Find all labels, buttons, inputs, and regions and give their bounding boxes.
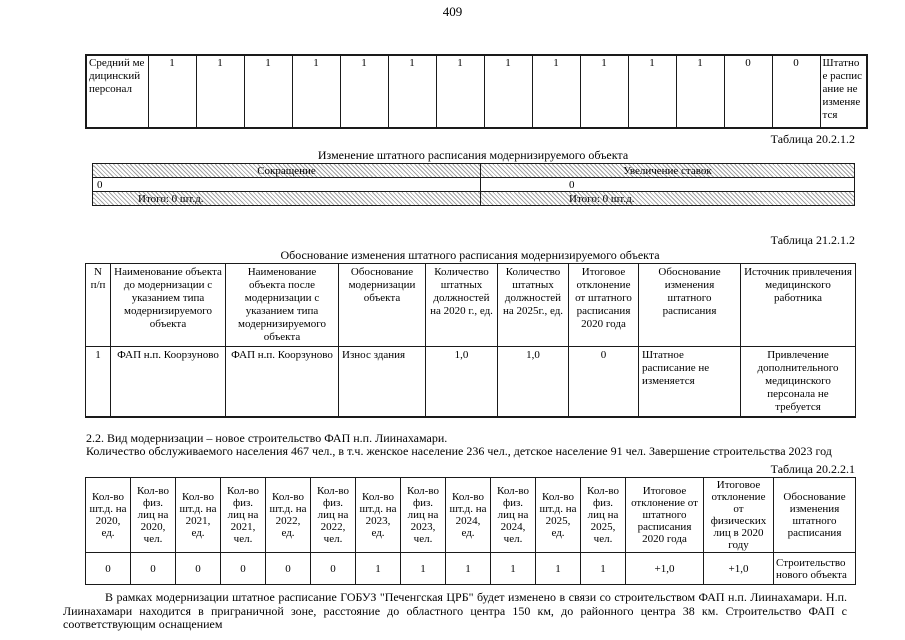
value-cell: 1 <box>147 54 197 129</box>
value-cell: 0 <box>723 54 773 129</box>
value-cell: 0 <box>130 552 176 585</box>
table-row: 1 ФАП н.п. Коорзуново ФАП н.п. Коорзунов… <box>85 346 856 418</box>
footer-paragraph: В рамках модернизации штатное расписание… <box>63 590 847 631</box>
value-cell: 1 <box>531 54 581 129</box>
change-table: Сокращение Увеличение ставок 0 0 Итого: … <box>92 163 855 206</box>
header-cell: Кол-во шт.д. на 2024, ед. <box>445 477 491 553</box>
header-cell: Кол-во шт.д. на 2023, ед. <box>355 477 401 553</box>
header-cell-reduction: Сокращение <box>92 163 481 178</box>
header-cell: Кол-во шт.д. на 2020, ед. <box>85 477 131 553</box>
header-cell: Наименование объекта после модернизации … <box>225 263 339 347</box>
header-cell: Наименование объекта до модернизации с у… <box>110 263 226 347</box>
header-cell: Кол-во физ. лиц на 2023, чел. <box>400 477 446 553</box>
cell-object-before: ФАП н.п. Коорзуново <box>110 346 226 418</box>
table-caption-20221: Таблица 20.2.2.1 <box>770 462 855 476</box>
value-cell: 0 <box>85 552 131 585</box>
header-cell: Кол-во физ. лиц на 2024, чел. <box>490 477 536 553</box>
cell-justification: Строительство нового объекта <box>773 552 856 585</box>
page-number: 409 <box>442 4 463 19</box>
section-line: 2.2. Вид модернизации – новое строительс… <box>86 431 448 445</box>
value-cell: 1 <box>387 54 437 129</box>
table-header-row: N п/п Наименование объекта до модернизац… <box>85 263 856 347</box>
value-cell: +1,0 <box>625 552 704 585</box>
change-table-title: Изменение штатного расписания модернизир… <box>317 148 629 162</box>
justification-table: N п/п Наименование объекта до модернизац… <box>85 263 856 418</box>
value-cell: 1 <box>400 552 446 585</box>
value-cell: 1 <box>535 552 581 585</box>
table-row: 0 0 0 0 0 0 1 1 1 1 1 1 +1,0 +1,0 Строит… <box>85 552 856 585</box>
value-cell: 1 <box>675 54 725 129</box>
header-cell: Обоснование изменения штатного расписани… <box>773 477 856 553</box>
value-cell: 1 <box>195 54 245 129</box>
value-cell: +1,0 <box>703 552 774 585</box>
table-total-row: Итого: 0 шт.д. Итого: 0 шт.д. <box>92 191 855 206</box>
header-cell: Обоснование изменения штатного расписани… <box>638 263 741 347</box>
value-cell: 1 <box>445 552 491 585</box>
value-cell: 1 <box>339 54 389 129</box>
header-cell: Кол-во шт.д. на 2021, ед. <box>175 477 221 553</box>
value-cell: 1 <box>243 54 293 129</box>
staff-continuation-table: Средний медицинский персонал 1 1 1 1 1 1… <box>85 54 868 129</box>
header-cell: Количество штатных должностей на 2020 г.… <box>425 263 498 347</box>
cell-number: 1 <box>85 346 111 418</box>
table-caption-20212: Таблица 20.2.1.2 <box>770 132 855 146</box>
cell-staff-source: Привлечение дополнительного медицинского… <box>740 346 856 418</box>
value-cell: 0 <box>220 552 266 585</box>
header-cell: Источник привлечения медицинского работн… <box>740 263 856 347</box>
header-cell: Кол-во физ. лиц на 2020, чел. <box>130 477 176 553</box>
value-cell: 1 <box>435 54 485 129</box>
section-line: Количество обслуживаемого населения 467 … <box>86 444 832 458</box>
table-row: 0 0 <box>92 177 855 192</box>
header-cell: Кол-во шт.д. на 2022, ед. <box>265 477 311 553</box>
table-caption-21212: Таблица 21.2.1.2 <box>770 233 855 247</box>
header-cell: Кол-во физ. лиц на 2025, чел. <box>580 477 626 553</box>
table-header-row: Кол-во шт.д. на 2020, ед. Кол-во физ. ли… <box>85 477 856 553</box>
value-cell: 0 <box>480 177 855 192</box>
table-row: Средний медицинский персонал 1 1 1 1 1 1… <box>85 54 868 129</box>
header-cell: Итоговое отклонение от штатного расписан… <box>625 477 704 553</box>
cell-change-justification: Штатное расписание не изменяется <box>638 346 741 418</box>
header-cell: N п/п <box>85 263 111 347</box>
value-cell: 1 <box>579 54 629 129</box>
header-cell: Итоговое отклонение от физических лиц в … <box>703 477 774 553</box>
cell-positions-2025: 1,0 <box>497 346 569 418</box>
cell-deviation: 0 <box>568 346 639 418</box>
note-cell: Штатное расписание не изменяется <box>819 54 868 129</box>
header-cell: Кол-во физ. лиц на 2021, чел. <box>220 477 266 553</box>
cell-reason: Износ здания <box>338 346 426 418</box>
value-cell: 0 <box>92 177 481 192</box>
cell-positions-2020: 1,0 <box>425 346 498 418</box>
total-cell: Итого: 0 шт.д. <box>480 191 855 206</box>
header-cell-increase: Увеличение ставок <box>480 163 855 178</box>
value-cell: 1 <box>483 54 533 129</box>
value-cell: 0 <box>175 552 221 585</box>
value-cell: 1 <box>627 54 677 129</box>
value-cell: 1 <box>580 552 626 585</box>
value-cell: 1 <box>291 54 341 129</box>
table-header-row: Сокращение Увеличение ставок <box>92 163 855 178</box>
row-label-cell: Средний медицинский персонал <box>85 54 149 129</box>
header-cell: Обоснование модернизации объекта <box>338 263 426 347</box>
value-cell: 1 <box>490 552 536 585</box>
header-cell: Количество штатных должностей на 2025г.,… <box>497 263 569 347</box>
section-2-2: 2.2. Вид модернизации – новое строительс… <box>86 432 905 458</box>
header-cell: Итоговое отклонение от штатного расписан… <box>568 263 639 347</box>
cell-object-after: ФАП н.п. Коорзуново <box>225 346 339 418</box>
value-cell: 0 <box>310 552 356 585</box>
value-cell: 1 <box>355 552 401 585</box>
staff-plan-table: Кол-во шт.д. на 2020, ед. Кол-во физ. ли… <box>85 477 856 585</box>
total-cell: Итого: 0 шт.д. <box>92 191 481 206</box>
value-cell: 0 <box>265 552 311 585</box>
header-cell: Кол-во физ. лиц на 2022, чел. <box>310 477 356 553</box>
value-cell: 0 <box>771 54 821 129</box>
header-cell: Кол-во шт.д. на 2025, ед. <box>535 477 581 553</box>
justification-table-title: Обоснование изменения штатного расписани… <box>280 248 660 262</box>
